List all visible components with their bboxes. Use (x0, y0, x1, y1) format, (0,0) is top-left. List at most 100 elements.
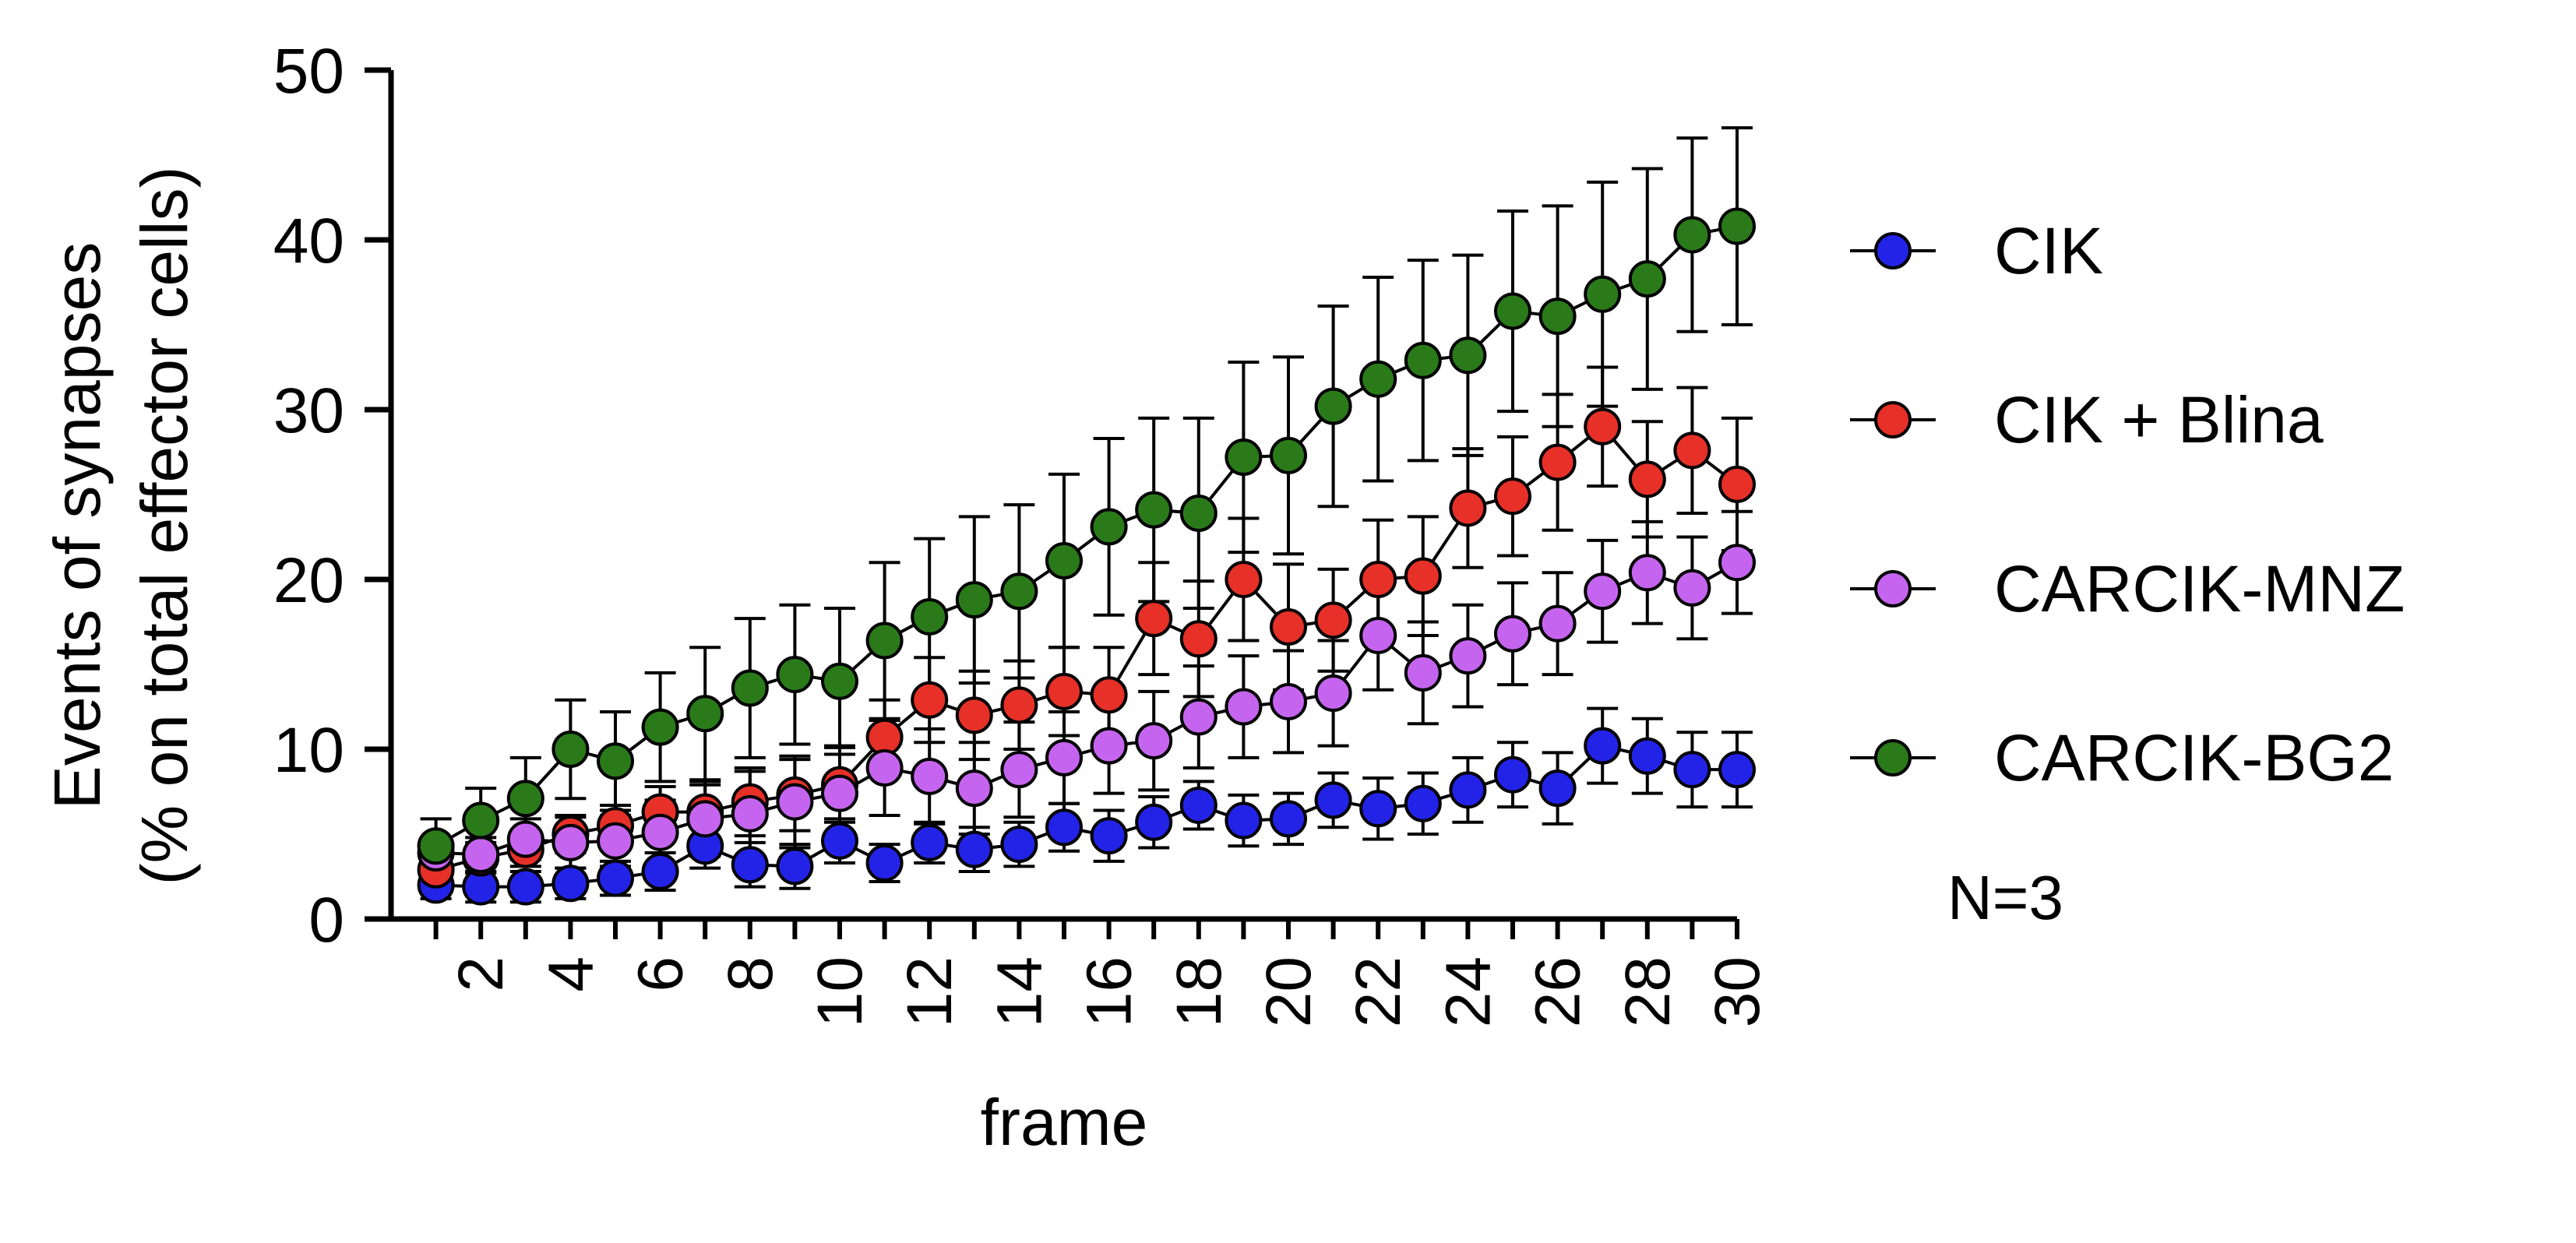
x-tick-label: 30 (1702, 956, 1773, 1027)
data-point (911, 823, 949, 861)
data-point (1090, 676, 1128, 714)
y-tick-label: 40 (273, 206, 344, 276)
data-point (551, 864, 590, 903)
data-point (865, 622, 904, 660)
data-point (1045, 808, 1083, 847)
data-point (911, 597, 949, 636)
data-point (1628, 460, 1666, 498)
data-point (1225, 438, 1263, 477)
data-point (1718, 544, 1756, 582)
data-point (821, 822, 858, 860)
x-tick-label: 18 (1164, 956, 1235, 1027)
data-point (1404, 653, 1442, 692)
data-point (1135, 600, 1173, 638)
y-tick-label: 20 (273, 545, 344, 616)
data-point (1045, 672, 1083, 710)
y-tick-label: 50 (273, 36, 344, 107)
data-point (1314, 601, 1352, 639)
data-point (1584, 275, 1622, 313)
data-point (686, 800, 724, 838)
sample-size-annotation: N=3 (1947, 863, 2063, 932)
data-point (1449, 637, 1487, 675)
data-point (1090, 727, 1128, 765)
data-points (417, 207, 1756, 906)
data-point (1225, 688, 1263, 726)
data-point (1628, 554, 1666, 592)
y-axis-label-line-2: (% on total effector cells) (128, 167, 201, 886)
data-point (1404, 557, 1442, 595)
data-point (1000, 751, 1038, 789)
legend-label: CARCIK-BG2 (1994, 721, 2394, 794)
data-point (821, 774, 858, 812)
data-point (641, 708, 679, 746)
data-point (1179, 786, 1218, 824)
x-axis-label: frame (981, 1086, 1148, 1159)
data-point (955, 830, 993, 868)
x-tick-label: 4 (535, 956, 606, 992)
legend-label: CIK + Blina (1994, 383, 2324, 456)
data-point (1359, 790, 1397, 828)
data-point (1179, 698, 1218, 736)
x-tick-label: 20 (1253, 956, 1324, 1027)
data-point (1270, 436, 1307, 474)
data-point (462, 836, 500, 874)
data-point (1000, 572, 1038, 611)
data-point (1584, 727, 1622, 765)
legend-label: CARCIK-MNZ (1994, 552, 2405, 625)
data-point (1449, 489, 1487, 527)
data-point (1494, 477, 1531, 516)
data-point (1718, 207, 1756, 245)
data-point (1359, 561, 1397, 598)
data-point (911, 757, 949, 795)
y-tick-label: 10 (273, 715, 344, 786)
data-point (865, 844, 904, 882)
data-point (776, 847, 814, 886)
data-point (1673, 569, 1711, 607)
series-line (435, 561, 1738, 857)
legend-marker (1874, 570, 1912, 607)
data-point (1673, 431, 1711, 470)
data-point (1270, 608, 1307, 646)
y-tick-label: 30 (273, 375, 344, 446)
data-point (1135, 722, 1173, 760)
data-point (731, 794, 769, 833)
data-point (821, 662, 858, 700)
data-point (1000, 826, 1038, 864)
data-point (1314, 387, 1352, 425)
x-tick-label: 26 (1523, 956, 1594, 1027)
data-point (1359, 360, 1397, 398)
x-ticks: 2 4 6 8 10 12 14 16 18 20 22 24 26 28 30 (433, 919, 1773, 1027)
y-tick-label: 0 (308, 885, 344, 956)
data-point (1090, 817, 1128, 855)
data-point (1628, 737, 1666, 775)
data-point (1584, 407, 1622, 445)
data-point (865, 748, 904, 787)
x-tick-label: 6 (625, 956, 696, 992)
data-point (1449, 336, 1487, 375)
data-point (1404, 341, 1442, 379)
x-tick-label: 2 (446, 956, 516, 992)
data-point (776, 656, 814, 694)
x-tick-label: 22 (1343, 956, 1414, 1027)
data-point (1179, 620, 1218, 658)
x-tick-label: 12 (894, 956, 965, 1027)
legend-marker (1874, 401, 1912, 438)
data-point (1538, 298, 1577, 336)
data-point (1494, 614, 1531, 653)
x-tick-label: 28 (1612, 956, 1683, 1027)
data-point (1225, 801, 1263, 840)
data-point (417, 827, 455, 865)
data-point (1090, 508, 1128, 546)
data-point (1000, 686, 1038, 724)
x-tick-label: 14 (984, 956, 1055, 1027)
x-tick-label: 10 (805, 956, 876, 1027)
data-point (1314, 674, 1352, 713)
x-tick-label: 16 (1074, 956, 1145, 1027)
data-point (506, 868, 544, 906)
data-point (1225, 561, 1263, 598)
data-point (597, 822, 634, 860)
legend-marker (1874, 739, 1912, 776)
data-point (1538, 604, 1577, 643)
